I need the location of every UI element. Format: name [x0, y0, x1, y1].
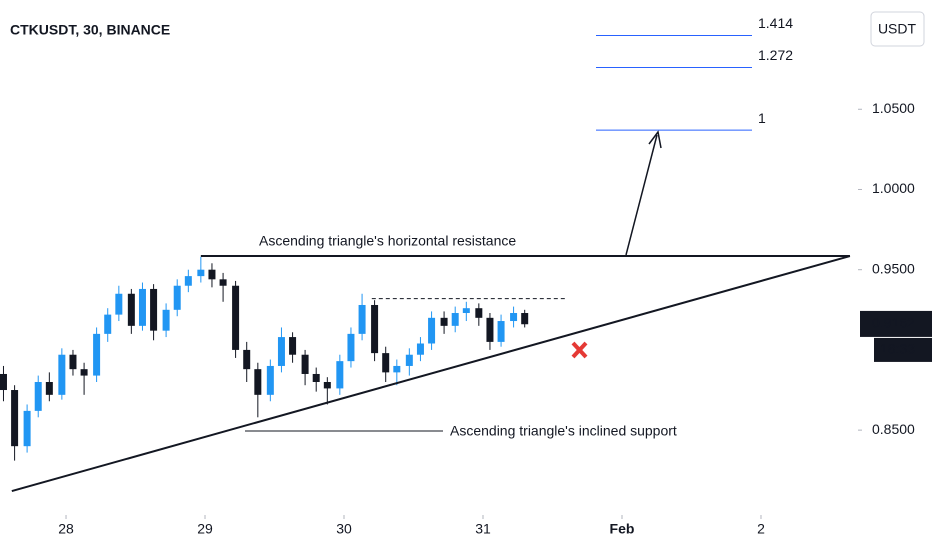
candle-body	[219, 279, 227, 286]
candle-body	[336, 361, 344, 389]
countdown: 18:33	[880, 341, 915, 357]
candle-body	[0, 373, 7, 391]
candle-body	[462, 308, 470, 314]
candle-body	[69, 354, 77, 370]
countdown-tag	[874, 337, 932, 362]
candle-body	[277, 337, 285, 366]
support-line	[11, 255, 851, 493]
candle-body	[232, 285, 240, 350]
candle-body	[184, 276, 192, 286]
candle-body	[371, 304, 379, 354]
chart-title: CTKUSDT, 30, BINANCE	[10, 22, 170, 38]
candle-body	[208, 269, 216, 280]
x-tick-label: 28	[58, 521, 74, 537]
annotation: Ascending triangle's horizontal resistan…	[259, 233, 516, 249]
x-tick-label: Feb	[610, 521, 635, 537]
fib-label: 1.414	[758, 15, 793, 31]
currency-button[interactable]	[870, 11, 925, 47]
x-tick-label: 30	[336, 521, 352, 537]
invalid-mark	[571, 341, 588, 359]
x-stroke	[571, 341, 588, 359]
candle-body	[393, 365, 401, 373]
candle-body	[521, 313, 529, 325]
currency-label[interactable]: USDT	[878, 21, 917, 37]
candle-body	[382, 353, 390, 373]
candle-body	[115, 293, 123, 315]
candle-body	[197, 269, 205, 277]
candle-body	[243, 349, 251, 370]
candle-body	[127, 293, 135, 326]
arrow-line	[625, 134, 658, 256]
candle-body	[347, 333, 355, 362]
candle-body	[80, 369, 88, 376]
candle-body	[162, 309, 170, 331]
y-tick-label: 0.8500	[872, 421, 915, 437]
candle-body	[323, 381, 331, 389]
candle-body	[23, 410, 31, 447]
candle-body	[173, 285, 181, 310]
candle-body	[150, 288, 158, 331]
candle-body	[11, 390, 19, 447]
fib-label: 1.272	[758, 47, 793, 63]
candle-body	[301, 354, 309, 374]
candle-body	[440, 317, 448, 326]
y-tick-label: 1.0500	[872, 100, 915, 116]
candle-body	[254, 369, 262, 395]
last-price: 0.9162	[872, 315, 915, 331]
candle-body	[312, 373, 320, 382]
candle-body	[416, 343, 424, 355]
x-tick-label: 31	[475, 521, 491, 537]
y-tick-label: 0.9500	[872, 260, 915, 276]
candle-body	[58, 354, 66, 395]
candle-body	[451, 313, 459, 326]
candle-body	[34, 381, 42, 411]
candle-body	[138, 288, 146, 326]
fib-label: 1	[758, 110, 766, 126]
candle-body	[428, 317, 436, 344]
candle-body	[93, 333, 101, 376]
candle-body	[266, 365, 274, 395]
candle-body	[104, 314, 112, 334]
annotation: Ascending triangle's inclined support	[450, 423, 677, 439]
candle-body	[405, 354, 413, 366]
y-tick-label: 1.0000	[872, 180, 915, 196]
candle-body	[510, 313, 518, 322]
arrow-head	[648, 130, 662, 149]
x-tick-label: 2	[757, 521, 765, 537]
candle-body	[289, 337, 297, 355]
last-price-tag	[860, 310, 932, 337]
target-arrow	[625, 130, 662, 256]
candle-body	[358, 304, 366, 334]
candle-body	[486, 317, 494, 342]
candle-body	[45, 381, 53, 395]
candle-body	[497, 321, 505, 342]
x-tick-label: 29	[197, 521, 213, 537]
candle-body	[475, 308, 483, 318]
